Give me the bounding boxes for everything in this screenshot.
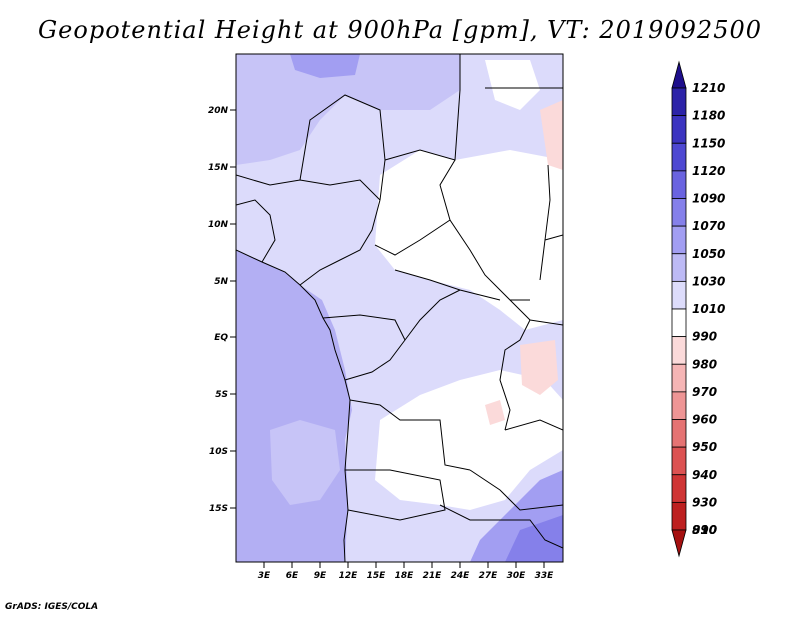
lon-label: 33E [535, 571, 555, 581]
lat-label: 10N [208, 220, 229, 230]
colorbar-label: 950 [692, 440, 717, 454]
lat-label: 15S [209, 504, 228, 514]
colorbar-label: 940 [692, 468, 717, 482]
colorbar-swatch [671, 363, 687, 393]
colorbar-label: 970 [692, 385, 717, 399]
axis-ticks [230, 109, 545, 568]
lat-label: EQ [214, 333, 228, 343]
colorbar-label: 1030 [692, 274, 725, 288]
colorbar-swatch [671, 391, 687, 420]
colorbar-swatch [671, 280, 687, 310]
lon-label: 9E [314, 571, 327, 581]
height-field [236, 54, 563, 562]
country-boundaries [236, 54, 563, 562]
map-frame [235, 53, 564, 563]
colorbar-label: 890 [692, 523, 717, 537]
colorbar-label: 910 [692, 523, 717, 537]
colorbar-label: 1090 [692, 192, 725, 206]
colorbar-label: 1010 [692, 302, 725, 316]
lon-label: 24E [451, 571, 471, 581]
colorbar-label: 1180 [692, 109, 725, 123]
colorbar-label: 930 [692, 495, 717, 509]
colorbar-swatch [671, 446, 687, 476]
colorbar-swatch [671, 142, 687, 172]
colorbar-label: 1120 [692, 164, 725, 178]
colorbar: 1210 1180 1150 1120 1090 1070 1050 1030 1010 990 9… [671, 60, 725, 558]
lat-label: 5S [215, 390, 228, 400]
colorbar-swatch [671, 225, 687, 255]
lat-label: 20N [208, 106, 229, 116]
lon-label: 27E [479, 571, 499, 581]
colorbar-swatch [671, 253, 687, 282]
lat-label: 5N [214, 277, 228, 287]
colorbar-swatch [671, 198, 687, 227]
colorbar-top-arrow [671, 60, 687, 89]
colorbar-swatch [671, 419, 687, 448]
lat-label: 10S [209, 447, 228, 457]
colorbar-label: 990 [692, 330, 717, 344]
colorbar-label: 1050 [692, 247, 725, 261]
colorbar-label: 1150 [692, 136, 725, 150]
lon-label: 21E [423, 571, 443, 581]
page-title: Geopotential Height at 900hPa [gpm], VT:… [38, 16, 762, 44]
lon-label: 6E [286, 571, 299, 581]
colorbar-label: 960 [692, 413, 717, 427]
colorbar-label: 1070 [692, 219, 725, 233]
colorbar-swatch [671, 336, 687, 365]
colorbar-bottom-arrow [671, 529, 687, 558]
lon-label: 30E [507, 571, 527, 581]
colorbar-swatch [671, 115, 687, 144]
colorbar-swatch [671, 501, 687, 531]
lon-label: 15E [367, 571, 387, 581]
lat-label: 15N [208, 163, 229, 173]
lon-label: 18E [395, 571, 415, 581]
colorbar-swatch [671, 87, 687, 117]
colorbar-swatch [671, 170, 687, 199]
lon-label: 12E [339, 571, 359, 581]
lon-label: 3E [258, 571, 271, 581]
credit-label: GrADS: IGES/COLA [5, 602, 99, 612]
colorbar-swatch [671, 308, 687, 338]
colorbar-label: 1210 [692, 81, 725, 95]
colorbar-label: 980 [692, 357, 717, 371]
colorbar-swatch [671, 474, 687, 503]
